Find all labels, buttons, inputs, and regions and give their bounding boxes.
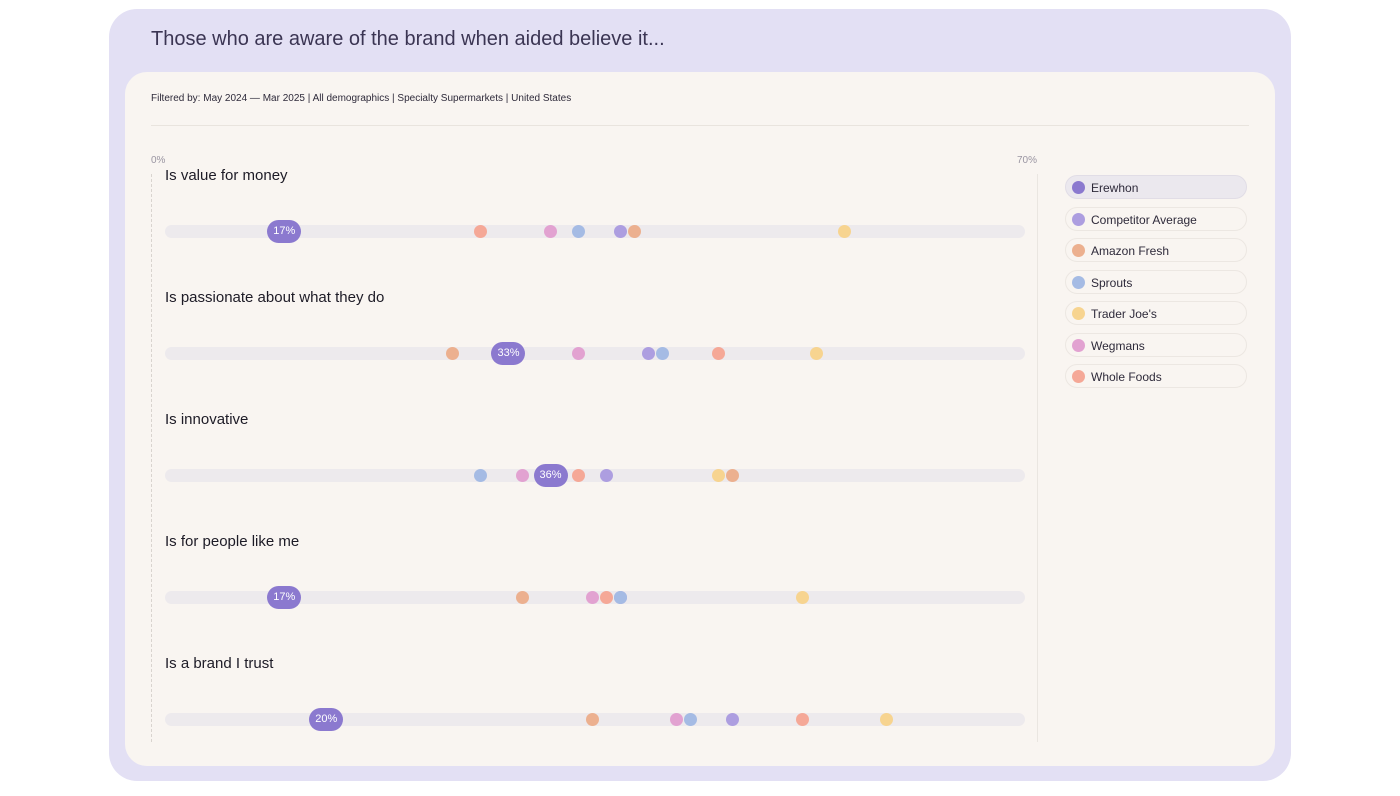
legend-label: Amazon Fresh xyxy=(1091,244,1170,258)
data-point-wegmans[interactable] xyxy=(515,468,529,482)
legend-item-wegmans[interactable]: Wegmans xyxy=(1065,332,1247,357)
filter-summary: Filtered by: May 2024 — Mar 2025 | All d… xyxy=(151,93,572,104)
legend-swatch xyxy=(1072,275,1085,289)
data-point-erewhon[interactable]: 33% xyxy=(491,341,526,365)
data-point-erewhon[interactable]: 36% xyxy=(533,463,568,487)
panel: Those who are aware of the brand when ai… xyxy=(109,9,1291,781)
axis-min-label: 0% xyxy=(151,155,166,166)
data-point-erewhon[interactable]: 20% xyxy=(309,707,344,731)
row-label: Is passionate about what they do xyxy=(165,289,385,306)
data-point-whole-foods[interactable] xyxy=(600,590,614,604)
data-point-wegmans[interactable] xyxy=(572,346,586,360)
row-label: Is innovative xyxy=(165,411,249,428)
data-point-competitor-average[interactable] xyxy=(600,468,614,482)
data-point-trader-joe-s[interactable] xyxy=(838,224,852,238)
data-point-sprouts[interactable] xyxy=(684,712,698,726)
row-label: Is for people like me xyxy=(165,533,300,550)
data-point-amazon-fresh[interactable] xyxy=(586,712,600,726)
data-point-whole-foods[interactable] xyxy=(796,712,810,726)
data-point-whole-foods[interactable] xyxy=(572,468,586,482)
data-point-erewhon[interactable]: 17% xyxy=(267,585,302,609)
row-label: Is value for money xyxy=(165,167,288,184)
data-point-competitor-average[interactable] xyxy=(614,224,628,238)
row-track xyxy=(165,224,1025,238)
legend-swatch xyxy=(1072,370,1085,383)
data-point-sprouts[interactable] xyxy=(473,468,487,482)
row-label: Is a brand I trust xyxy=(165,655,274,672)
data-point-sprouts[interactable] xyxy=(656,346,670,360)
legend-item-erewhon[interactable]: Erewhon xyxy=(1065,175,1247,199)
legend-swatch xyxy=(1072,338,1085,352)
axis-baseline xyxy=(151,174,152,742)
divider xyxy=(151,125,1249,126)
data-point-whole-foods[interactable] xyxy=(473,224,487,238)
data-point-trader-joe-s[interactable] xyxy=(880,712,894,726)
legend-item-sprouts[interactable]: Sprouts xyxy=(1065,269,1247,294)
legend-item-amazon-fresh[interactable]: Amazon Fresh xyxy=(1065,238,1247,262)
data-point-sprouts[interactable] xyxy=(572,224,586,238)
row-track xyxy=(165,346,1025,360)
data-point-wegmans[interactable] xyxy=(586,590,600,604)
legend-item-whole-foods[interactable]: Whole Foods xyxy=(1065,364,1247,388)
legend-label: Whole Foods xyxy=(1091,370,1162,384)
legend-label: Competitor Average xyxy=(1091,212,1197,227)
data-point-trader-joe-s[interactable] xyxy=(796,590,810,604)
data-point-wegmans[interactable] xyxy=(670,712,684,726)
legend-item-trader-joe-s[interactable]: Trader Joe's xyxy=(1065,301,1247,325)
legend-label: Sprouts xyxy=(1091,275,1133,290)
legend-swatch xyxy=(1072,212,1085,226)
data-point-competitor-average[interactable] xyxy=(642,346,656,360)
data-point-trader-joe-s[interactable] xyxy=(712,468,726,482)
data-point-amazon-fresh[interactable] xyxy=(628,224,642,238)
legend-label: Wegmans xyxy=(1091,338,1145,353)
data-point-competitor-average[interactable] xyxy=(726,712,740,726)
page-title: Those who are aware of the brand when ai… xyxy=(151,28,665,50)
data-point-amazon-fresh[interactable] xyxy=(515,590,529,604)
data-point-sprouts[interactable] xyxy=(614,590,628,604)
data-point-amazon-fresh[interactable] xyxy=(445,346,459,360)
data-point-whole-foods[interactable] xyxy=(712,346,726,360)
data-point-wegmans[interactable] xyxy=(544,224,557,238)
legend-swatch xyxy=(1072,307,1085,320)
data-point-trader-joe-s[interactable] xyxy=(810,346,824,360)
legend-item-competitor-average[interactable]: Competitor Average xyxy=(1065,206,1247,231)
legend-label: Erewhon xyxy=(1091,181,1139,195)
axis-max-label: 70% xyxy=(1017,155,1038,166)
row-track xyxy=(165,468,1025,482)
legend-label: Trader Joe's xyxy=(1091,307,1157,321)
data-point-erewhon[interactable]: 17% xyxy=(267,219,302,243)
legend-swatch xyxy=(1072,181,1085,194)
chart-card: Filtered by: May 2024 — Mar 2025 | All d… xyxy=(125,72,1275,766)
legend-swatch xyxy=(1072,244,1085,257)
data-point-amazon-fresh[interactable] xyxy=(726,468,740,482)
axis-endline xyxy=(1037,174,1038,742)
